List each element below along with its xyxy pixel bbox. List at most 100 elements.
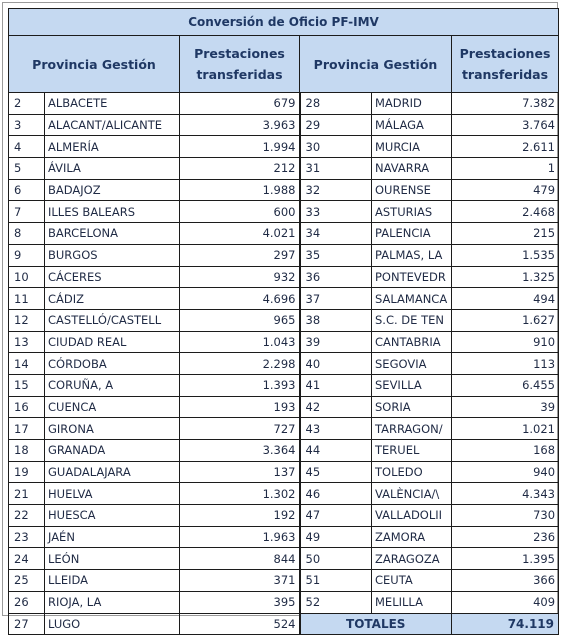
province-name: LLEIDA xyxy=(44,569,180,592)
province-code: 14 xyxy=(8,352,45,375)
totals-label: TOTALES xyxy=(298,612,452,635)
provinces-table: Conversión de Oficio PF-IMV Provincia Ge… xyxy=(7,8,560,635)
province-code: 24 xyxy=(8,547,45,571)
transferred-value: 1.535 xyxy=(450,243,560,267)
province-code: 52 xyxy=(298,590,372,614)
transferred-value: 1.043 xyxy=(179,330,300,354)
province-code: 18 xyxy=(8,439,45,462)
table-row: 11 CÁDIZ 4.696 37 SALAMANCA 494 xyxy=(8,287,560,310)
transferred-value: 1.627 xyxy=(450,308,560,332)
province-code: 13 xyxy=(8,330,45,354)
province-code: 40 xyxy=(298,352,372,375)
province-name: LUGO xyxy=(44,612,180,635)
province-name: MURCIA xyxy=(371,135,452,159)
header-provincia-right: Provincia Gestión xyxy=(299,35,452,93)
table-row: 17 GIRONA 727 43 TARRAGON/1.021 xyxy=(8,417,560,440)
header-provincia-left: Provincia Gestión xyxy=(8,35,180,93)
transferred-value: 371 xyxy=(179,569,300,592)
transferred-value: 113 xyxy=(450,352,560,375)
province-name: ALACANT/ALICANTE xyxy=(44,113,180,137)
transferred-value: 6.455 xyxy=(450,373,560,397)
table-row: 9 BURGOS 297 35 PALMAS, LA 1.535 xyxy=(8,243,560,267)
table-row: 12 CASTELLÓ/CASTELL 965 38 S.C. DE TEN 1.627 xyxy=(8,308,560,332)
table-row: 2 ALBACETE 679 28 MADRID 7.382 xyxy=(8,92,560,115)
province-code: 45 xyxy=(298,460,372,484)
province-name: PALMAS, LA xyxy=(371,243,452,267)
province-name: GRANADA xyxy=(44,439,180,462)
province-code: 33 xyxy=(298,200,372,224)
province-code: 34 xyxy=(298,222,372,245)
province-code: 26 xyxy=(8,590,45,614)
province-code: 28 xyxy=(298,92,372,115)
transferred-value: 39 xyxy=(450,395,560,419)
province-name: CIUDAD REAL xyxy=(44,330,180,354)
table-title: Conversión de Oficio PF-IMV xyxy=(7,8,560,36)
transferred-value: 366 xyxy=(450,569,560,592)
province-code: 35 xyxy=(298,243,372,267)
transferred-value: 1.302 xyxy=(179,482,300,506)
transferred-value: 932 xyxy=(179,265,300,289)
transferred-value: 1.393 xyxy=(179,373,300,397)
province-name: CANTABRIA xyxy=(371,330,452,354)
transferred-value: 4.343 xyxy=(450,482,560,506)
province-name: ZARAGOZA xyxy=(371,547,452,571)
province-code: 36 xyxy=(298,265,372,289)
province-code: 27 xyxy=(8,612,45,635)
province-code: 11 xyxy=(8,287,45,310)
province-name: NAVARRA xyxy=(371,157,452,180)
province-name: PALENCIA xyxy=(371,222,452,245)
transferred-value: 844 xyxy=(179,547,300,571)
transferred-value: 494 xyxy=(450,287,560,310)
province-code: 19 xyxy=(8,460,45,484)
table-row: 7 ILLES BALEARS 600 33 ASTURIAS 2.468 xyxy=(8,200,560,224)
table-row: 14 CÓRDOBA 2.298 40 SEGOVIA 113 xyxy=(8,352,560,375)
header-prestaciones-right: Prestaciones transferidas xyxy=(450,35,560,93)
table-row: 19 GUADALAJARA 137 45 TOLEDO 940 xyxy=(8,460,560,484)
province-name: VALÈNCIA/\ xyxy=(371,482,452,506)
header-prestaciones-left: Prestaciones transferidas xyxy=(179,35,300,93)
transferred-value: 2.298 xyxy=(179,352,300,375)
province-code: 50 xyxy=(298,547,372,571)
province-code: 43 xyxy=(298,417,372,440)
transferred-value: 193 xyxy=(179,395,300,419)
transferred-value: 297 xyxy=(179,243,300,267)
province-name: HUELVA xyxy=(44,482,180,506)
province-code: 10 xyxy=(8,265,45,289)
province-code: 21 xyxy=(8,482,45,506)
transferred-value: 1.325 xyxy=(450,265,560,289)
province-name: TOLEDO xyxy=(371,460,452,484)
province-name: HUESCA xyxy=(44,504,180,527)
province-code: 23 xyxy=(8,525,45,549)
province-name: CÁCERES xyxy=(44,265,180,289)
province-name: CORUÑA, A xyxy=(44,373,180,397)
province-name: GIRONA xyxy=(44,417,180,440)
province-code: 32 xyxy=(298,178,372,202)
province-name: LEÓN xyxy=(44,547,180,571)
province-name: JAÉN xyxy=(44,525,180,549)
transferred-value: 3.364 xyxy=(179,439,300,462)
province-code: 2 xyxy=(8,92,45,115)
province-code: 46 xyxy=(298,482,372,506)
province-name: MADRID xyxy=(371,92,452,115)
province-code: 4 xyxy=(8,135,45,159)
transferred-value: 1.988 xyxy=(179,178,300,202)
province-name: SEVILLA xyxy=(371,373,452,397)
transferred-value: 215 xyxy=(450,222,560,245)
province-name: SEGOVIA xyxy=(371,352,452,375)
province-code: 39 xyxy=(298,330,372,354)
province-name: GUADALAJARA xyxy=(44,460,180,484)
transferred-value: 1 xyxy=(450,157,560,180)
province-name: SALAMANCA xyxy=(371,287,452,310)
province-name: OURENSE xyxy=(371,178,452,202)
table-row: 3 ALACANT/ALICANTE 3.963 29 MÁLAGA 3.764 xyxy=(8,113,560,137)
transferred-value: 910 xyxy=(450,330,560,354)
province-code: 15 xyxy=(8,373,45,397)
transferred-value: 3.764 xyxy=(450,113,560,137)
province-code: 37 xyxy=(298,287,372,310)
province-code: 38 xyxy=(298,308,372,332)
table-row: 24 LEÓN 844 50 ZARAGOZA 1.395 xyxy=(8,547,560,571)
province-name: PONTEVEDR xyxy=(371,265,452,289)
province-name: CÁDIZ xyxy=(44,287,180,310)
province-code: 41 xyxy=(298,373,372,397)
province-name: TERUEL xyxy=(371,439,452,462)
